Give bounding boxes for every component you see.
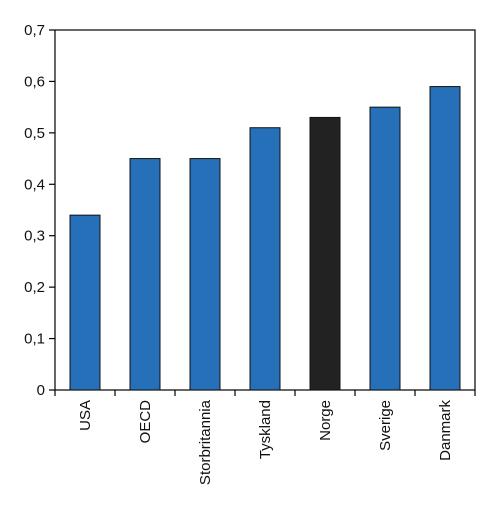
x-tick-label: Sverige bbox=[377, 400, 394, 451]
y-axis: 0 0,1 0,2 0,3 0,4 0,5 0,6 0,7 bbox=[24, 22, 55, 399]
y-tick-label: 0,7 bbox=[24, 22, 45, 39]
x-tick-label: Storbritannia bbox=[197, 399, 214, 485]
bar-usa bbox=[69, 214, 101, 391]
y-tick-label: 0,6 bbox=[24, 73, 45, 90]
bar-norge bbox=[309, 116, 341, 391]
y-tick-label: 0 bbox=[37, 382, 45, 399]
x-tick-label: Norge bbox=[317, 400, 334, 441]
bar-storbritannia bbox=[189, 158, 221, 391]
y-tick-label: 0,5 bbox=[24, 125, 45, 142]
bar-sverige bbox=[369, 106, 401, 391]
x-tick-label: OECD bbox=[137, 400, 154, 444]
y-tick-label: 0,2 bbox=[24, 279, 45, 296]
x-tick-label: USA bbox=[77, 400, 94, 431]
bar-danmark bbox=[429, 86, 461, 391]
y-tick-label: 0,3 bbox=[24, 228, 45, 245]
x-tick-label: Danmark bbox=[437, 400, 454, 461]
bar-oecd bbox=[129, 158, 161, 391]
bar-tyskland bbox=[249, 127, 281, 391]
y-tick-label: 0,4 bbox=[24, 176, 45, 193]
y-tick-label: 0,1 bbox=[24, 331, 45, 348]
x-axis: USA OECD Storbritannia Tyskland Norge Sverige… bbox=[54, 390, 476, 485]
bars-group bbox=[69, 86, 461, 391]
x-tick-label: Tyskland bbox=[257, 400, 274, 459]
